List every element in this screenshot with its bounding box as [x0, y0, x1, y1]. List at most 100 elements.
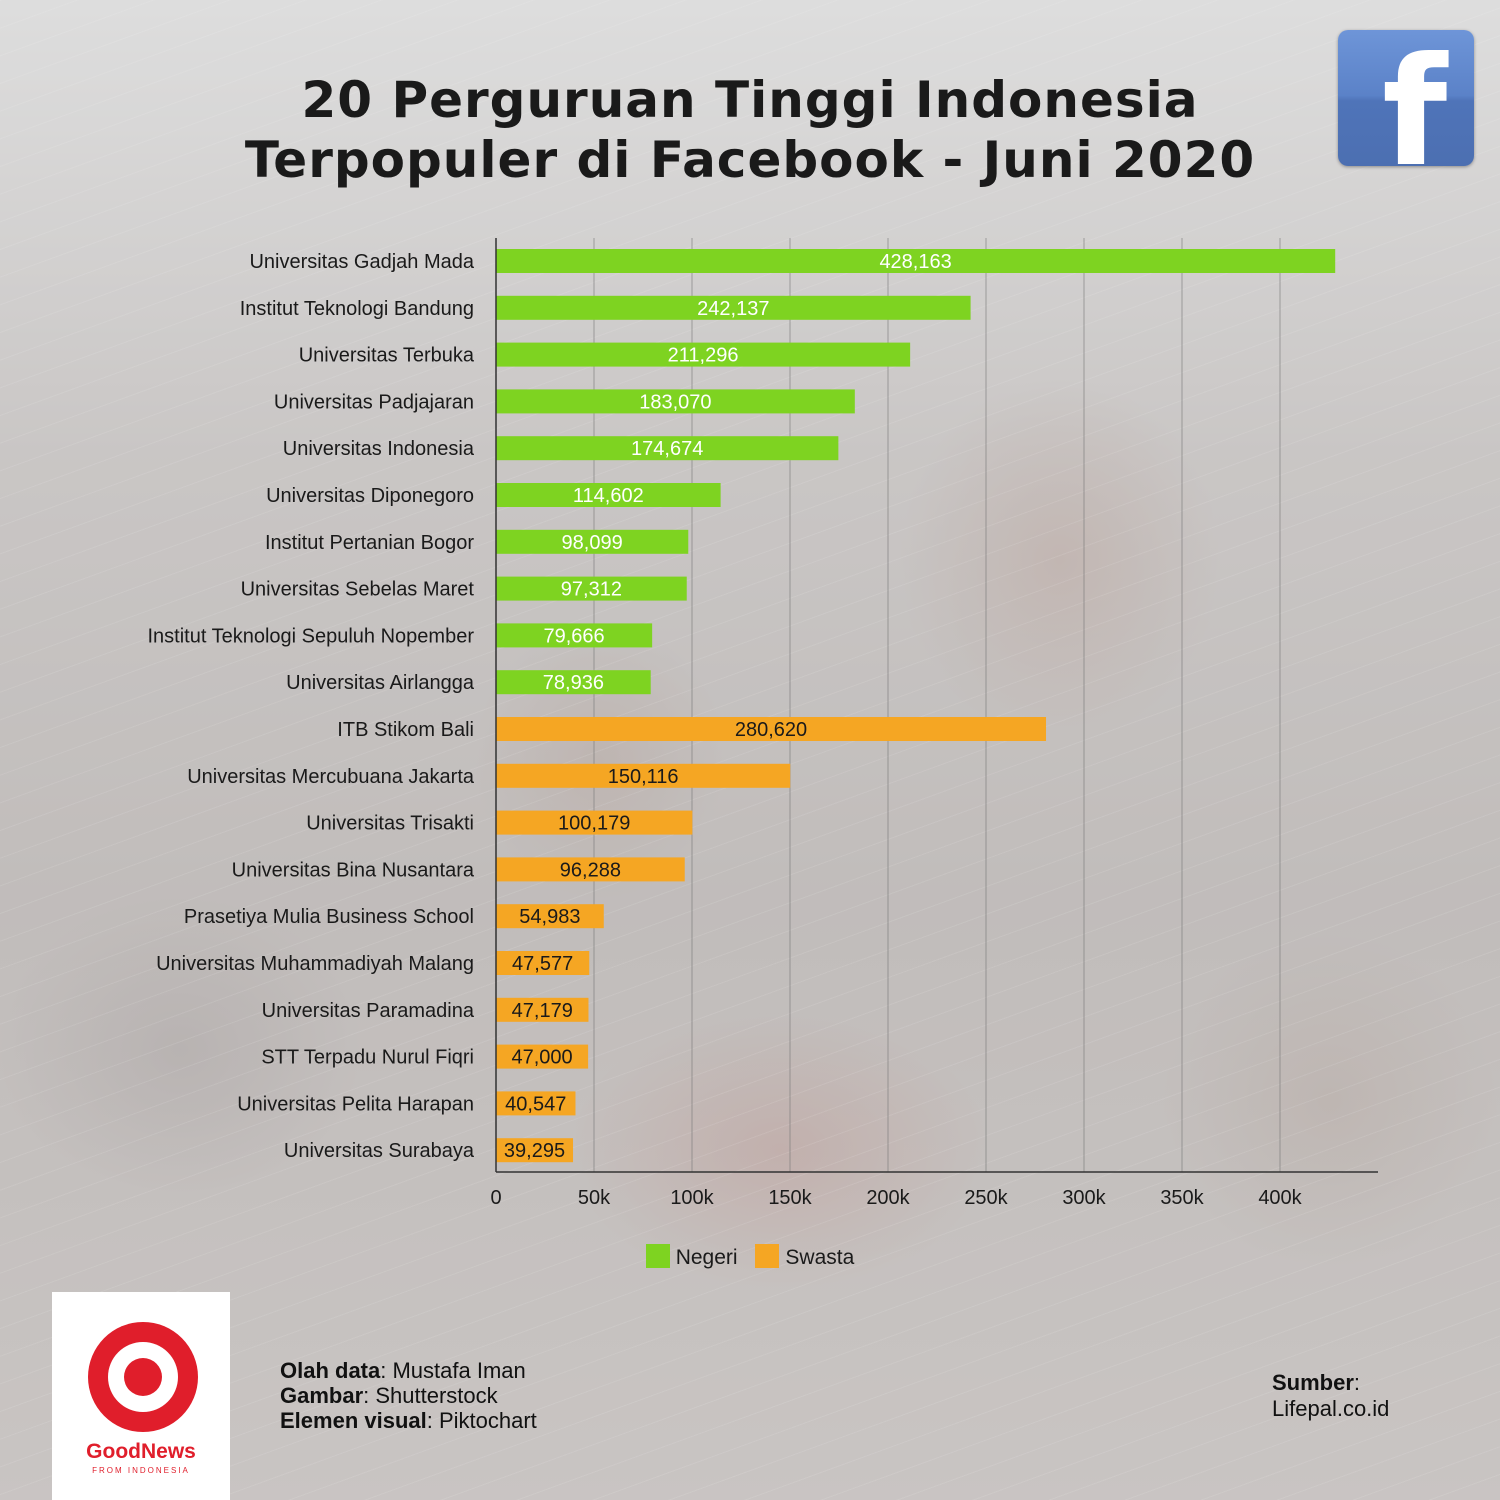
category-label: ITB Stikom Bali [337, 719, 474, 741]
data-label: 54,983 [519, 906, 580, 928]
category-label: Prasetiya Mulia Business School [184, 906, 474, 928]
x-tick-label: 350k [1160, 1187, 1204, 1209]
bar [496, 249, 1336, 273]
bar [496, 389, 855, 414]
source: Sumber: Lifepal.co.id [1272, 1370, 1389, 1422]
credit-image-label: Gambar [280, 1383, 364, 1408]
bars: 428,163 242,137 211,296 183,070 174,674 114,6… [496, 249, 1336, 1163]
category-label: Universitas Gadjah Mada [249, 251, 474, 273]
source-label: Sumber [1272, 1370, 1354, 1395]
bar [496, 295, 971, 320]
data-label: 242,137 [697, 298, 769, 320]
category-label: Universitas Indonesia [283, 438, 475, 460]
category-label: Universitas Mercubuana Jakarta [187, 766, 475, 788]
facebook-logo-letter: f [1382, 30, 1448, 166]
source-value: Lifepal.co.id [1272, 1396, 1390, 1421]
x-tick-label: 300k [1062, 1187, 1106, 1209]
chart-title: 20 Perguruan Tinggi Indonesia Terpopuler… [0, 70, 1500, 190]
category-label: Universitas Terbuka [299, 345, 475, 367]
category-label: Institut Teknologi Sepuluh Nopember [147, 625, 474, 647]
credit-data-value: : Mustafa Iman [380, 1358, 526, 1383]
category-label: STT Terpadu Nurul Fiqri [261, 1047, 474, 1069]
credit-visual-label: Elemen visual [280, 1408, 427, 1433]
data-label: 100,179 [558, 813, 630, 835]
legend-item-negeri: Negeri [645, 1244, 738, 1270]
emblem-ring [108, 1342, 178, 1412]
category-label: Universitas Padjajaran [274, 391, 474, 413]
credit-visual-value: : Piktochart [426, 1408, 537, 1433]
data-label: 174,674 [631, 438, 703, 460]
data-label: 47,179 [512, 1000, 573, 1022]
bar [496, 997, 589, 1022]
legend-item-swasta: Swasta [755, 1244, 854, 1270]
credit-visual: Elemen visual: Piktochart [280, 1408, 537, 1433]
category-label: Universitas Bina Nusantara [232, 859, 475, 881]
goodnews-logo: GoodNews FROM INDONESIA [52, 1292, 230, 1500]
data-label: 39,295 [504, 1140, 565, 1162]
axes: 0 50k 100k 150k 200k 250k 300k 350k 400k Universi… [147, 238, 1378, 1209]
data-label: 79,666 [543, 625, 604, 647]
data-label: 47,000 [511, 1047, 572, 1069]
x-tick-label: 0 [490, 1187, 501, 1209]
bar [496, 529, 689, 554]
bar [496, 1138, 574, 1163]
credit-image: Gambar: Shutterstock [280, 1383, 537, 1408]
credit-data: Olah data: Mustafa Iman [280, 1358, 537, 1383]
category-label: Universitas Sebelas Maret [241, 579, 475, 601]
data-label: 183,070 [639, 391, 711, 413]
legend-swatch-negeri [645, 1244, 670, 1268]
bar [496, 951, 590, 975]
category-label: Institut Teknologi Bandung [240, 298, 474, 320]
title-line-1: 20 Perguruan Tinggi Indonesia [301, 71, 1199, 129]
bar [496, 483, 721, 507]
legend-label-negeri: Negeri [675, 1246, 738, 1269]
x-tick-label: 200k [866, 1187, 910, 1209]
data-label: 428,163 [879, 251, 951, 273]
category-label: Universitas Airlangga [286, 672, 475, 694]
legend-label-swasta: Swasta [785, 1246, 855, 1269]
category-label: Universitas Muhammadiyah Malang [156, 953, 474, 975]
bar [496, 763, 791, 788]
bar [496, 623, 653, 648]
x-tick-label: 150k [768, 1187, 812, 1209]
bar [496, 342, 911, 367]
bar [496, 670, 651, 695]
bar [496, 1091, 576, 1116]
credit-data-label: Olah data [280, 1358, 381, 1383]
grid-lines [593, 238, 1281, 1172]
bar [496, 1044, 589, 1069]
data-label: 98,099 [562, 532, 623, 554]
data-label: 150,116 [608, 766, 679, 788]
data-label: 97,312 [561, 579, 622, 601]
garuda-emblem-icon [88, 1322, 198, 1432]
category-label: Institut Pertanian Bogor [265, 532, 474, 554]
facebook-icon: f [1338, 30, 1474, 166]
emblem-core [124, 1358, 162, 1396]
brand-tagline: FROM INDONESIA [92, 1466, 190, 1475]
credit-image-value: : Shutterstock [363, 1383, 498, 1408]
data-label: 47,577 [512, 953, 573, 975]
data-label: 211,296 [668, 345, 739, 367]
x-tick-label: 250k [964, 1187, 1008, 1209]
data-label: 114,602 [573, 485, 644, 507]
source-colon: : [1353, 1370, 1361, 1395]
category-label: Universitas Surabaya [284, 1140, 475, 1162]
category-label: Universitas Trisakti [306, 813, 474, 835]
title-line-2: Terpopuler di Facebook - Juni 2020 [244, 131, 1256, 189]
bar [496, 810, 693, 835]
x-tick-label: 400k [1258, 1187, 1302, 1209]
credits: Olah data: Mustafa Iman Gambar: Shutters… [280, 1358, 537, 1433]
bar [496, 436, 839, 461]
category-label: Universitas Pelita Harapan [237, 1093, 474, 1115]
data-label: 78,936 [543, 672, 604, 694]
category-label: Universitas Paramadina [262, 1000, 475, 1022]
legend-swatch-swasta [755, 1244, 780, 1268]
category-label: Universitas Diponegoro [266, 485, 474, 507]
x-tick-label: 50k [578, 1187, 611, 1209]
bar [496, 717, 1047, 741]
bar [496, 857, 685, 882]
data-label: 96,288 [560, 859, 621, 881]
bar [496, 904, 604, 929]
legend: Negeri Swasta [0, 1244, 1500, 1270]
